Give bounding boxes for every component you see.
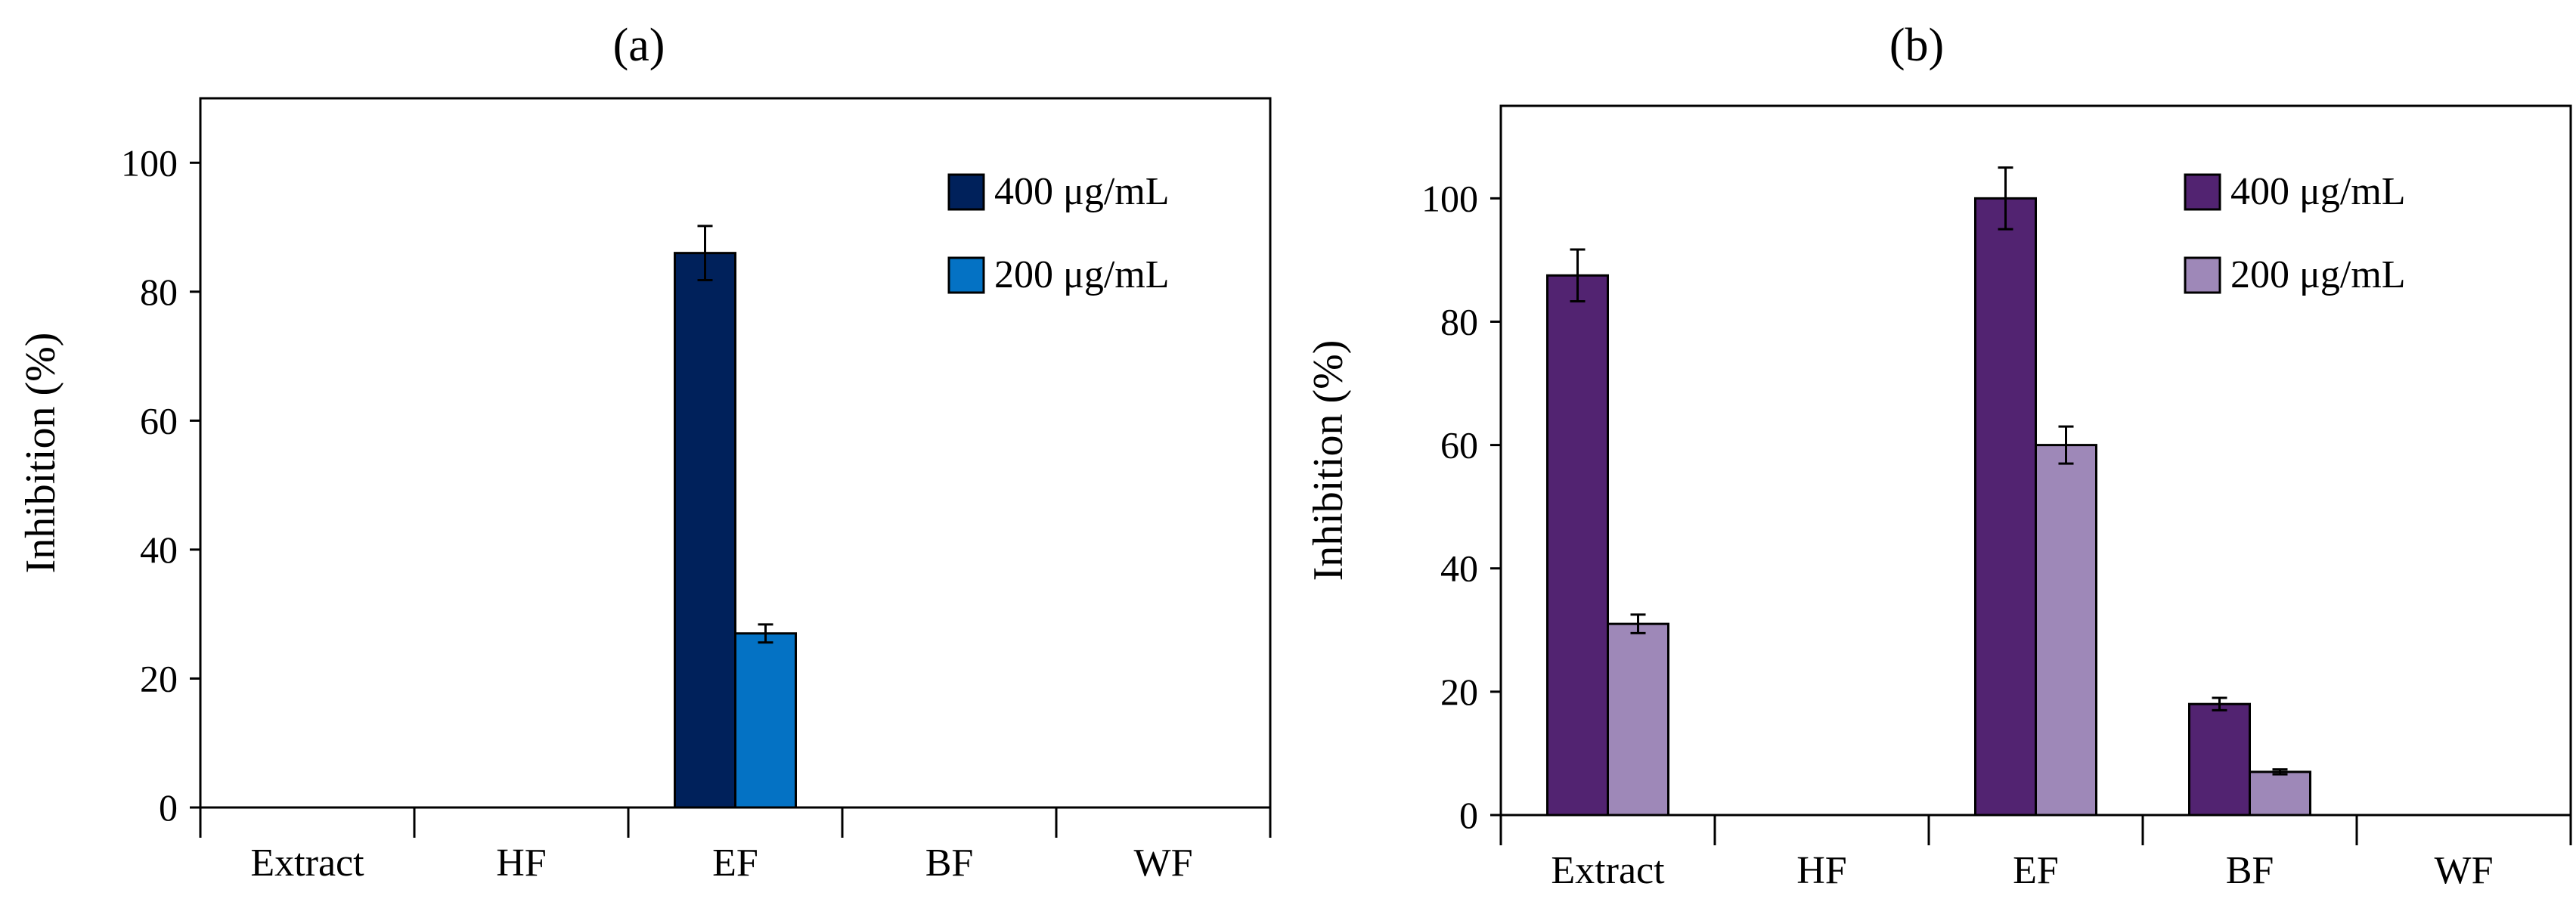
y-tick-label: 40	[1440, 547, 1478, 590]
x-tick-label: BF	[925, 842, 974, 885]
chart-title: (a)	[613, 20, 665, 71]
y-axis-label: Inhibition (%)	[1305, 340, 1352, 581]
y-tick-label: 60	[140, 399, 178, 442]
x-tick-label: WF	[1134, 842, 1193, 885]
bar-400-ef	[674, 252, 736, 809]
y-tick-label: 100	[121, 141, 178, 184]
x-tick-label: BF	[2226, 849, 2274, 892]
y-tick-label: 40	[140, 528, 178, 571]
legend-label: 200 μg/mL	[2230, 253, 2406, 296]
chart-b: (b) Inhibition (%) 0 20 40 60 80 100 Extract HF EF…	[1305, 20, 2572, 892]
y-tick-label: 80	[1440, 300, 1478, 343]
legend-swatch	[2184, 173, 2221, 211]
y-axis-label: Inhibition (%)	[17, 333, 64, 574]
bar-400-ef	[1974, 197, 2037, 817]
y-tick-label: 60	[1440, 424, 1478, 466]
chart-title: (b)	[1889, 20, 1944, 71]
bar-200-ef	[734, 632, 797, 809]
legend-label: 400 μg/mL	[994, 170, 1170, 213]
x-tick-label: EF	[2013, 849, 2059, 892]
x-tick-label: EF	[712, 842, 758, 885]
x-tick-label: HF	[496, 842, 546, 885]
y-tick-label: 20	[140, 657, 178, 699]
x-tick-label: HF	[1796, 849, 1846, 892]
legend-label: 400 μg/mL	[2230, 170, 2406, 213]
y-tick-label: 80	[140, 271, 178, 313]
bar-400-extract	[1546, 274, 1609, 817]
y-tick-label: 20	[1440, 671, 1478, 713]
chart-a: (a) Inhibition (%) 0 20 40 60 80 100 Extract HF EF…	[17, 20, 1272, 885]
legend-swatch	[2184, 256, 2221, 294]
legend-label: 200 μg/mL	[994, 253, 1170, 296]
bar-400-bf	[2188, 702, 2251, 817]
y-tick-label: 0	[159, 786, 178, 829]
x-tick-label: WF	[2435, 849, 2494, 892]
legend-swatch	[947, 256, 985, 294]
y-tick-label: 0	[1459, 794, 1478, 836]
x-tick-label: Extract	[1551, 849, 1665, 892]
bar-200-ef	[2035, 444, 2097, 817]
x-tick-label: Extract	[250, 842, 364, 885]
bar-200-extract	[1607, 622, 1669, 817]
y-tick-label: 100	[1421, 177, 1478, 219]
bar-200-bf	[2249, 770, 2311, 817]
legend-swatch	[947, 173, 985, 211]
